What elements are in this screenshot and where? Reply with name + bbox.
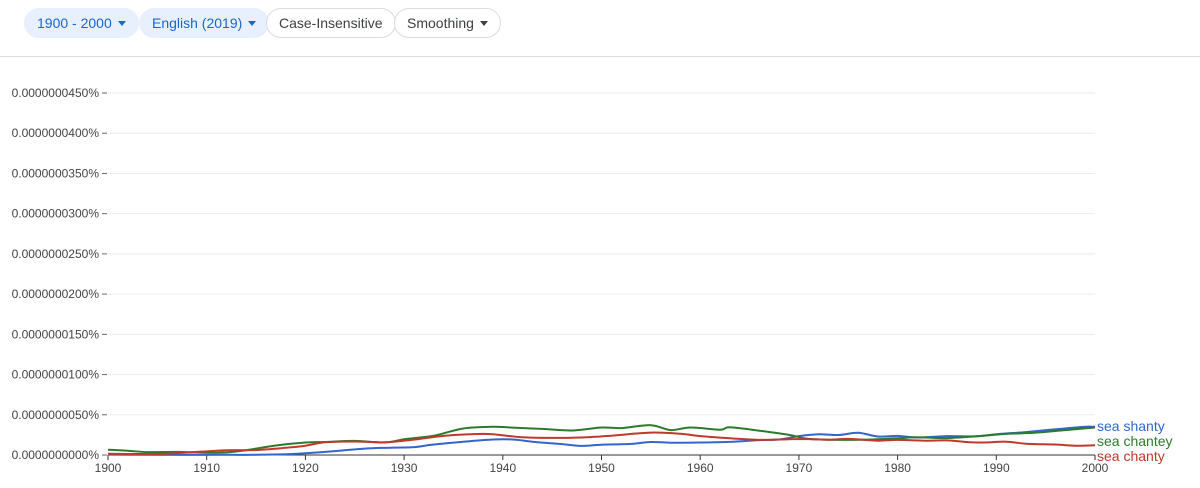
x-tick-label: 1970	[786, 461, 813, 475]
series-line-sea-chantey	[107, 424, 1096, 454]
x-tick-label: 1920	[292, 461, 319, 475]
x-tick-label: 1930	[391, 461, 418, 475]
x-tick-label: 1960	[687, 461, 714, 475]
corpus-dropdown[interactable]: English (2019)	[139, 8, 270, 38]
x-tick-label: 1900	[95, 461, 122, 475]
y-tick-label: 0.0000000100%	[12, 368, 100, 382]
x-tick-label: 1990	[983, 461, 1010, 475]
x-tick-label: 1950	[588, 461, 615, 475]
chevron-down-icon	[117, 20, 126, 26]
y-tick-label: 0.0000000250%	[12, 247, 100, 261]
series-label-sea-chanty: sea chanty	[1097, 448, 1165, 464]
x-tick-label: 2000	[1082, 461, 1109, 475]
y-tick-label: 0.0000000450%	[12, 86, 100, 100]
y-tick-label: 0.0000000150%	[12, 327, 100, 341]
toolbar: 1900 - 2000 English (2019) Case-Insensit…	[0, 0, 1200, 57]
y-tick-label: 0.0000000300%	[12, 207, 100, 221]
series-label-sea-shanty: sea shanty	[1097, 418, 1165, 434]
series-label-sea-chantey: sea chantey	[1097, 433, 1173, 449]
year-range-label: 1900 - 2000	[37, 15, 112, 31]
y-tick-label: 0.0000000000%	[12, 448, 100, 462]
smoothing-label: Smoothing	[407, 15, 474, 31]
y-tick-label: 0.0000000200%	[12, 287, 100, 301]
y-tick-label: 0.0000000350%	[12, 166, 100, 180]
case-insensitive-toggle[interactable]: Case-Insensitive	[266, 8, 396, 38]
chevron-down-icon	[248, 20, 257, 26]
case-insensitive-label: Case-Insensitive	[279, 15, 383, 31]
x-tick-label: 1980	[884, 461, 911, 475]
chevron-down-icon	[479, 20, 488, 26]
x-tick-label: 1940	[489, 461, 516, 475]
ngram-chart: 0.0000000000% 0.0000000050% 0.0000000100% 0…	[12, 86, 1173, 475]
smoothing-dropdown[interactable]: Smoothing	[394, 8, 501, 38]
x-tick-label: 1910	[193, 461, 220, 475]
y-tick-label: 0.0000000400%	[12, 126, 100, 140]
year-range-dropdown[interactable]: 1900 - 2000	[24, 8, 139, 38]
corpus-label: English (2019)	[152, 15, 243, 31]
y-tick-label: 0.0000000050%	[12, 408, 100, 422]
series-line-sea-chanty	[107, 431, 1096, 455]
